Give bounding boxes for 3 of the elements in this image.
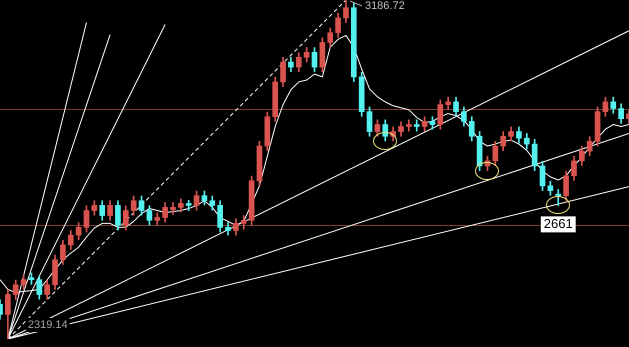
annotation: 2661 [544,216,573,231]
annotation: 2319.14 [28,319,68,332]
annotation: 3186.72 [364,0,405,12]
